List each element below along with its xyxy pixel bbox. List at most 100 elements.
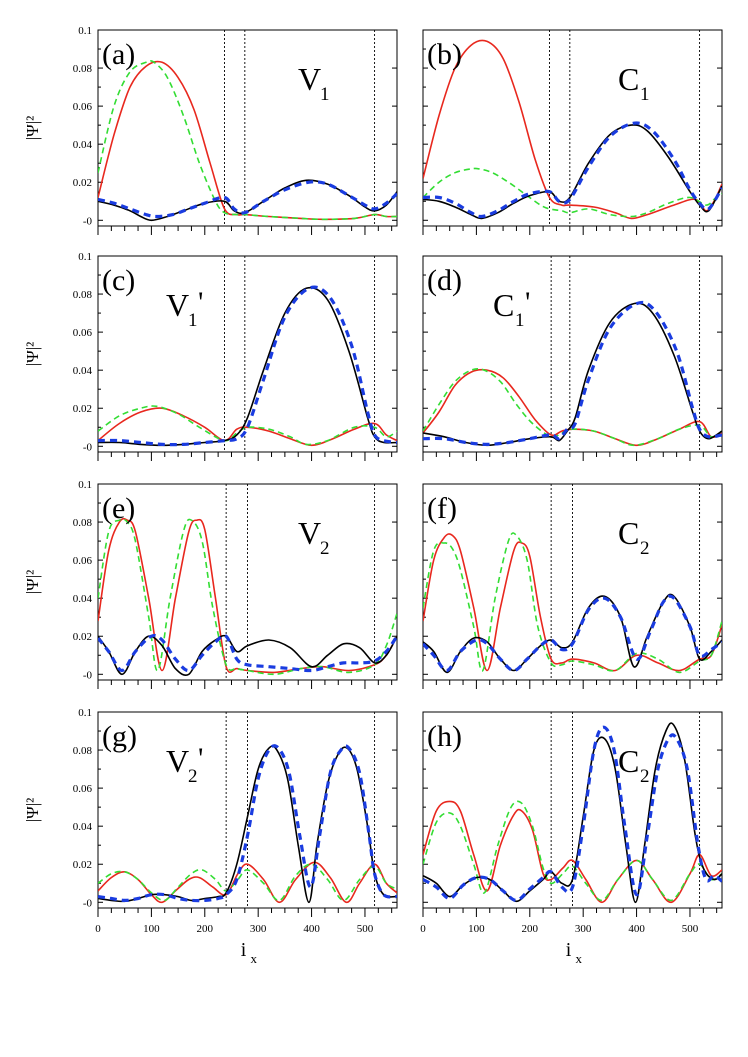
state-label-subscript: 1 — [188, 310, 198, 331]
state-label-prime: ' — [198, 286, 203, 319]
x-tick-label: 100 — [143, 923, 160, 935]
state-label: V — [298, 515, 321, 551]
x-tick-label: 300 — [575, 923, 592, 935]
y-tick-label: 0.04 — [73, 365, 93, 377]
panel-label: (e) — [102, 492, 135, 525]
series-group — [423, 532, 722, 674]
panel-label: (f) — [427, 492, 457, 525]
series-line-2 — [423, 800, 722, 902]
series-line-2 — [98, 60, 397, 221]
y-tick-label: -0 — [83, 669, 93, 681]
series-line-1 — [98, 407, 397, 447]
y-tick-label: 0.02 — [73, 631, 92, 643]
state-label: V — [166, 743, 189, 779]
y-tick-label: 0.1 — [78, 707, 92, 719]
series-line-1 — [423, 800, 722, 904]
x-tick-label: 400 — [303, 923, 320, 935]
plot-frame — [97, 29, 398, 227]
series-line-4 — [423, 300, 722, 446]
y-axis-label: |Ψ|² — [23, 570, 42, 594]
y-axis-label: |Ψ|² — [23, 342, 42, 366]
panel-label: (b) — [427, 38, 462, 71]
series-line-1 — [423, 39, 722, 220]
x-tick-label: 200 — [197, 923, 214, 935]
series-line-3 — [98, 286, 397, 447]
panel-d: (d) C 1' — [422, 255, 723, 461]
series-line-2 — [98, 863, 397, 902]
series-line-1 — [423, 368, 722, 447]
y-tick-label: 0.04 — [73, 139, 93, 151]
state-label-subscript: 1 — [640, 84, 650, 105]
x-tick-label: 500 — [357, 923, 374, 935]
panel-label: (d) — [427, 264, 462, 297]
panel-label: (g) — [102, 720, 137, 753]
y-axis-label: |Ψ|² — [23, 798, 42, 822]
state-label-subscript: 2 — [640, 766, 650, 787]
y-tick-label: 0.04 — [73, 821, 93, 833]
y-tick-label: -0 — [83, 215, 93, 227]
series-group — [98, 60, 397, 222]
series-group — [98, 285, 397, 447]
series-line-1 — [423, 533, 722, 672]
plot-frame — [97, 255, 398, 453]
panel-label: (a) — [102, 38, 135, 71]
series-line-2 — [423, 167, 722, 218]
y-tick-label: 0.02 — [73, 859, 92, 871]
x-tick-label: 0 — [420, 923, 426, 935]
plot-frame — [422, 29, 723, 227]
series-group — [98, 744, 397, 904]
y-tick-label: 0.08 — [73, 289, 93, 301]
y-tick-label: -0 — [83, 897, 93, 909]
x-axis-label-subscript: x — [576, 951, 583, 966]
y-tick-label: 0.1 — [78, 251, 92, 263]
series-line-1 — [98, 861, 397, 904]
state-label: V — [298, 61, 321, 97]
state-label: C — [618, 515, 639, 551]
panel-label: (c) — [102, 264, 135, 297]
panel-g: -0 0.02 0.04 0.06 0.08 0.1 0 100 200 300 400 500 (g)… — [23, 707, 398, 966]
y-tick-label: 0.08 — [73, 745, 93, 757]
state-label-subscript: 2 — [320, 538, 330, 559]
panel-a: -0 0.02 0.04 0.06 0.08 0.1 (a) V1 |Ψ|² — [23, 25, 398, 235]
x-axis-label-subscript: x — [251, 951, 258, 966]
panel-f: (f) C 2 — [422, 483, 723, 689]
x-tick-label: 100 — [468, 923, 485, 935]
y-axis-label: |Ψ|² — [23, 116, 42, 140]
state-label-subscript: 1 — [515, 310, 525, 331]
state-label-prime: ' — [198, 742, 203, 775]
series-line-2 — [423, 367, 722, 447]
x-tick-label: 300 — [250, 923, 267, 935]
panel-c: -0 0.02 0.04 0.06 0.08 0.1 (c) V1' |Ψ|² — [23, 251, 398, 461]
y-tick-label: -0 — [83, 441, 93, 453]
series-line-4 — [98, 285, 397, 447]
y-tick-label: 0.02 — [73, 403, 92, 415]
state-label-prime: ' — [525, 286, 530, 319]
x-axis-label: i — [566, 939, 572, 961]
panel-label: (h) — [427, 720, 462, 753]
series-group — [98, 517, 397, 677]
y-tick-label: 0.06 — [73, 101, 93, 113]
state-label-subscript: 2 — [640, 538, 650, 559]
y-tick-label: 0.06 — [73, 555, 93, 567]
x-tick-label: 0 — [95, 923, 101, 935]
series-line-2 — [98, 405, 397, 446]
y-tick-label: 0.1 — [78, 25, 92, 37]
series-line-4 — [423, 594, 722, 673]
series-line-4 — [98, 744, 397, 903]
series-line-4 — [98, 633, 397, 673]
series-line-4 — [98, 180, 397, 219]
series-group — [423, 39, 722, 220]
y-tick-label: 0.06 — [73, 783, 93, 795]
y-tick-label: 0.08 — [73, 63, 93, 75]
series-line-2 — [98, 518, 397, 676]
state-label-subscript: 1 — [320, 84, 330, 105]
x-tick-label: 200 — [522, 923, 539, 935]
state-label: V — [166, 287, 189, 323]
state-label-subscript: 2 — [188, 766, 198, 787]
y-tick-label: 0.02 — [73, 177, 92, 189]
x-tick-label: 400 — [628, 923, 645, 935]
series-line-4 — [423, 121, 722, 219]
x-tick-label: 500 — [682, 923, 699, 935]
series-line-4 — [423, 725, 722, 902]
